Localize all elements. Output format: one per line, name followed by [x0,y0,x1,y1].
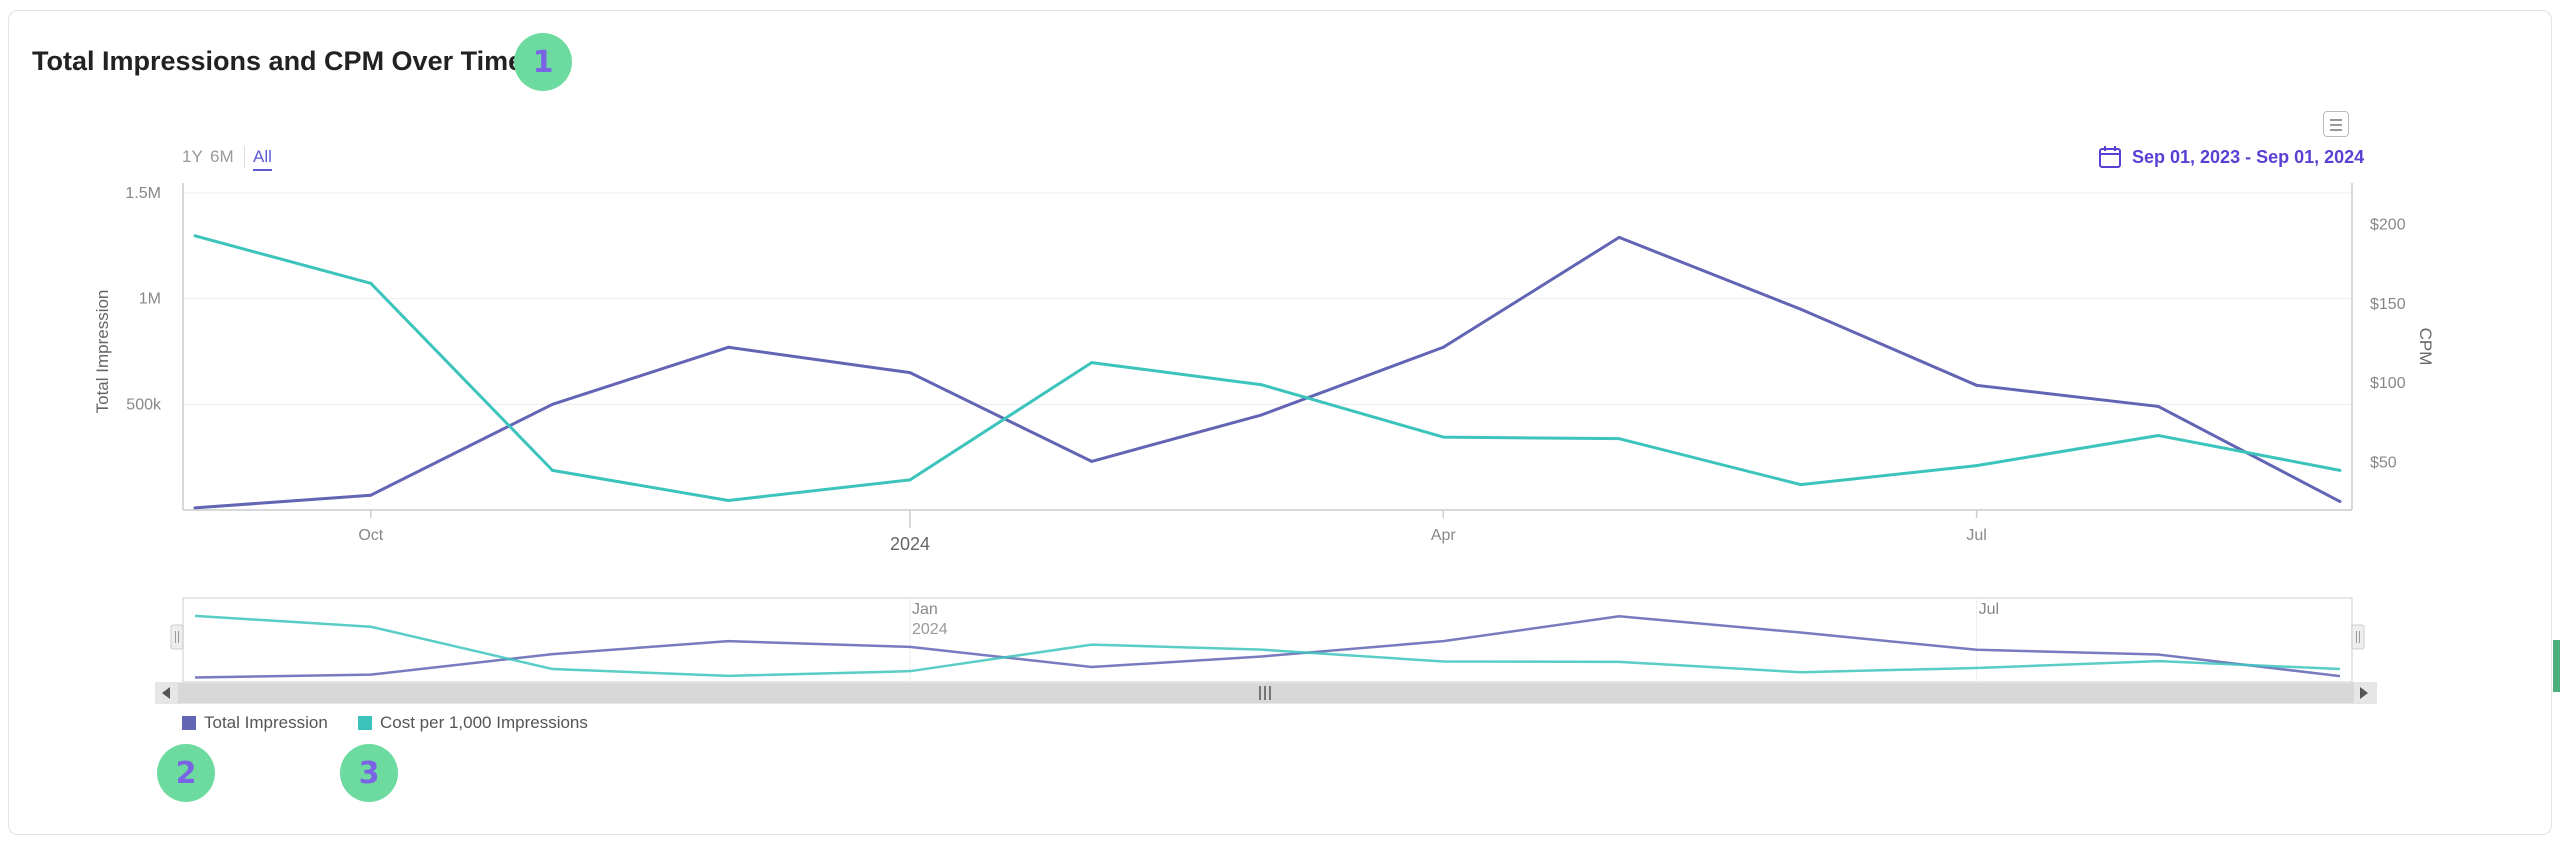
legend-item-total-impression[interactable]: Total Impression [182,713,328,733]
series-line-cpm [194,234,2341,502]
side-tab[interactable] [2553,640,2560,692]
y-tick-label: 1.5M [125,185,161,202]
data-point-cpm [726,498,730,502]
data-point-cpm [1617,437,1621,441]
data-point-impressions [369,493,373,497]
navigator-sublabel: 2024 [912,621,948,638]
triangle-right-icon [2360,687,2368,699]
legend-swatch-cpm [358,716,372,730]
data-point-impressions [2156,404,2160,408]
handle-body [2351,624,2365,650]
handle-body [170,624,184,650]
marker-badge-2: 2 [157,744,215,802]
y2-tick-label: $150 [2370,296,2406,313]
data-point-cpm [1799,483,1803,487]
y-axis-title: Total Impression [93,290,112,414]
data-point-impressions [1441,345,1445,349]
data-point-cpm [1260,383,1264,387]
calendar-icon [2099,146,2121,168]
y-tick-label: 500k [126,396,162,413]
data-point-impressions [1617,235,1621,239]
data-point-cpm [1441,435,1445,439]
chart-title: Total Impressions and CPM Over Time [32,46,524,76]
data-point-impressions [1260,413,1264,417]
navigator-scrollbar[interactable] [155,682,2377,704]
x-tick-label: 2024 [890,534,930,554]
data-point-cpm [193,234,197,238]
data-point-impressions [1799,307,1803,311]
zoom-1y-button[interactable]: 1Y [182,147,203,166]
navigator-line-cpm [194,614,2341,678]
x-tick-label: Jul [1966,527,1986,544]
data-point-cpm [1975,464,1979,468]
navigator-handle-left[interactable] [170,624,184,650]
legend-label: Cost per 1,000 Impressions [380,713,588,732]
date-range-label: Sep 01, 2023 - Sep 01, 2024 [2132,146,2365,167]
legend-item-cpm[interactable]: Cost per 1,000 Impressions [358,713,588,733]
data-point-impressions [193,506,197,510]
legend-swatch-impressions [182,716,196,730]
scrollbar-thumb [178,683,2354,703]
legend-label: Total Impression [204,713,328,732]
data-point-cpm [2338,468,2342,472]
triangle-left-icon [162,687,170,699]
data-point-cpm [551,468,554,472]
data-point-impressions [2338,500,2342,504]
series-line-impressions [194,235,2341,510]
data-point-cpm [1090,361,1094,365]
y2-axis-title: CPM [2416,328,2435,366]
data-point-cpm [369,281,373,285]
y2-tick-label: $100 [2370,375,2406,392]
data-point-impressions [551,402,554,406]
data-point-cpm [2156,434,2160,438]
x-tick-label: Oct [358,527,383,544]
data-point-cpm [908,478,912,482]
navigator-handle-right[interactable] [2351,624,2365,650]
navigator-frame [182,597,2353,683]
export-menu-button[interactable] [2323,111,2349,137]
data-point-impressions [726,345,730,349]
x-tick-label: Apr [1431,527,1457,544]
zoom-divider [244,146,245,168]
navigator-label: Jul [1979,601,1999,618]
y2-tick-label: $50 [2370,454,2397,471]
navigator-line-impressions [194,615,2341,679]
navigator-label: Jan [912,601,938,618]
y-tick-label: 1M [139,291,161,308]
data-point-impressions [1975,383,1979,387]
zoom-6m-button[interactable]: 6M [210,147,234,166]
zoom-all-button[interactable]: All [253,147,272,171]
data-point-impressions [908,371,912,375]
data-point-impressions [1090,459,1094,463]
date-range-picker[interactable]: Sep 01, 2023 - Sep 01, 2024 [2098,145,2364,169]
y2-tick-label: $200 [2370,217,2406,234]
marker-badge-3: 3 [340,744,398,802]
marker-badge-1: 1 [514,33,572,91]
